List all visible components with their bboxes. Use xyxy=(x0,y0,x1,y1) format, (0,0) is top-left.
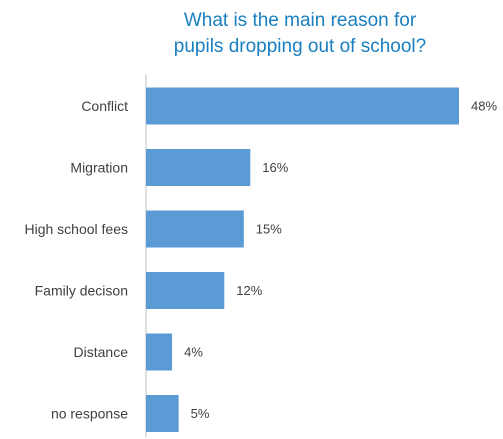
category-label: Conflict xyxy=(81,98,128,114)
bar-conflict xyxy=(146,87,459,125)
category-label: Family decison xyxy=(35,283,128,299)
value-label: 5% xyxy=(191,406,210,421)
bar-family-decison xyxy=(146,272,225,309)
chart-title-line-2: pupils dropping out of school? xyxy=(173,36,427,57)
category-label: Migration xyxy=(70,160,128,176)
chart-title-line-1: What is the main reason for xyxy=(183,10,417,31)
bar-no-response xyxy=(146,395,179,432)
value-label: 12% xyxy=(236,283,262,298)
chart-title: What is the main reason for pupils dropp… xyxy=(120,8,480,60)
value-label: 15% xyxy=(256,222,282,237)
value-label: 4% xyxy=(184,345,203,360)
bar-distance xyxy=(146,333,173,371)
value-label: 48% xyxy=(471,99,497,114)
category-label: High school fees xyxy=(24,221,128,237)
value-label: 16% xyxy=(262,160,288,175)
category-label: no response xyxy=(51,406,128,422)
bar-migration xyxy=(146,149,251,186)
bars-group: Conflict 48% Migration 16% High school fees 1… xyxy=(24,87,497,432)
category-label: Distance xyxy=(74,344,129,360)
bar-high-school-fees xyxy=(146,210,244,248)
